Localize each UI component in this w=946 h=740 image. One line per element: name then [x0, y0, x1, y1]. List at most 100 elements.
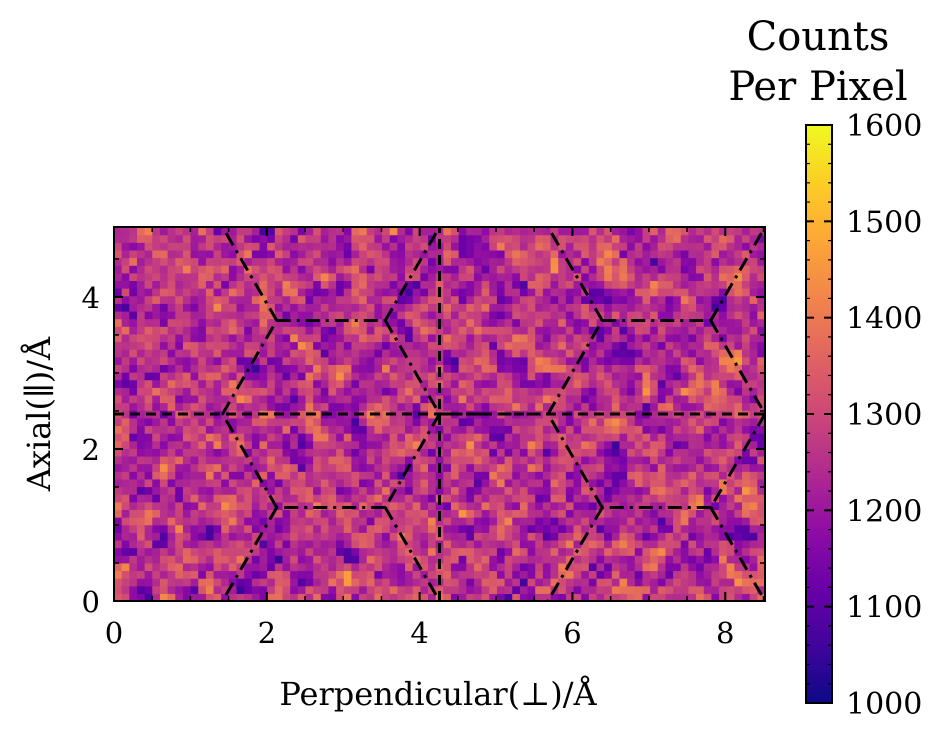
- heatmap-cell: [152, 303, 161, 312]
- heatmap-cell: [205, 585, 215, 594]
- heatmap-cell: [336, 517, 345, 526]
- heatmap-cell: [343, 280, 353, 289]
- heatmap-cell: [175, 417, 184, 427]
- heatmap-cell: [527, 501, 536, 511]
- heatmap-cell: [703, 425, 712, 434]
- heatmap-cell: [719, 242, 728, 251]
- heatmap-cell: [719, 257, 728, 266]
- heatmap-cell: [604, 310, 613, 320]
- heatmap-cell: [359, 349, 368, 358]
- heatmap-cell: [259, 234, 268, 243]
- heatmap-cell: [320, 341, 330, 350]
- heatmap-cell: [443, 433, 452, 442]
- heatmap-cell: [343, 478, 353, 488]
- heatmap-cell: [596, 265, 605, 274]
- heatmap-cell: [703, 562, 712, 572]
- heatmap-cell: [473, 227, 483, 236]
- heatmap-cell: [665, 494, 674, 503]
- heatmap-cell: [573, 509, 582, 518]
- hexagon-edge: [546, 506, 604, 601]
- heatmap-cell: [711, 394, 720, 404]
- heatmap-cell: [167, 326, 176, 335]
- heatmap-cell: [458, 326, 467, 335]
- heatmap-cell: [343, 372, 353, 381]
- heatmap-cell: [213, 448, 222, 457]
- heatmap-cell: [259, 364, 268, 373]
- heatmap-cell: [374, 356, 383, 365]
- heatmap-cell: [366, 509, 375, 518]
- heatmap-cell: [136, 349, 146, 358]
- heatmap-cell: [167, 249, 176, 259]
- heatmap-cell: [121, 394, 130, 404]
- heatmap-cell: [665, 379, 674, 388]
- heatmap-cell: [742, 379, 751, 388]
- heatmap-cell: [573, 501, 582, 511]
- heatmap-cell: [359, 379, 368, 388]
- heatmap-cell: [336, 394, 345, 404]
- heatmap-cell: [565, 585, 575, 594]
- heatmap-cell: [558, 539, 567, 549]
- heatmap-cell: [297, 318, 307, 327]
- heatmap-cell: [466, 303, 475, 312]
- heatmap-cell: [236, 463, 245, 472]
- heatmap-cell: [742, 501, 751, 511]
- heatmap-cell: [428, 249, 437, 259]
- heatmap-cell: [136, 585, 146, 594]
- heatmap-cell: [159, 524, 169, 533]
- heatmap-cell: [749, 417, 758, 427]
- heatmap-cell: [152, 417, 161, 427]
- heatmap-cell: [527, 448, 536, 457]
- heatmap-cell: [320, 234, 330, 243]
- heatmap-cell: [719, 272, 728, 282]
- heatmap-cell: [359, 501, 368, 511]
- heatmap-cell: [114, 341, 123, 350]
- heatmap-cell: [719, 562, 728, 572]
- heatmap-cell: [313, 448, 322, 457]
- heatmap-cell: [466, 486, 475, 495]
- heatmap-cell: [604, 555, 613, 564]
- heatmap-cell: [282, 265, 291, 274]
- heatmap-cell: [673, 455, 682, 465]
- heatmap-cell: [267, 272, 276, 282]
- heatmap-cell: [688, 379, 697, 388]
- heatmap-cell: [634, 547, 644, 556]
- heatmap-cell: [114, 242, 123, 251]
- heatmap-cell: [581, 478, 590, 488]
- heatmap-cell: [504, 440, 513, 449]
- heatmap-cell: [734, 478, 743, 488]
- heatmap-cell: [359, 242, 368, 251]
- heatmap-cell: [251, 387, 261, 396]
- heatmap-cell: [481, 234, 490, 243]
- heatmap-cell: [473, 433, 483, 442]
- heatmap-cell: [726, 593, 735, 601]
- heatmap-cell: [558, 318, 567, 327]
- heatmap-cell: [320, 425, 330, 434]
- heatmap-cell: [696, 562, 705, 572]
- heatmap-cell: [443, 394, 452, 404]
- heatmap-cell: [519, 524, 529, 533]
- heatmap-cell: [159, 509, 169, 518]
- heatmap-cell: [573, 372, 582, 381]
- heatmap-cell: [182, 433, 192, 442]
- heatmap-cell: [611, 501, 621, 511]
- heatmap-cell: [221, 478, 230, 488]
- heatmap-cell: [665, 410, 674, 419]
- heatmap-cell: [550, 440, 559, 449]
- heatmap-cell: [397, 417, 406, 427]
- heatmap-cell: [228, 494, 238, 503]
- heatmap-cell: [244, 478, 253, 488]
- heatmap-cell: [688, 364, 697, 373]
- heatmap-cell: [550, 310, 559, 320]
- heatmap-cell: [274, 501, 284, 511]
- heatmap-cell: [405, 570, 414, 579]
- heatmap-cell: [496, 372, 506, 381]
- heatmap-cell: [190, 349, 199, 358]
- heatmap-cell: [351, 303, 360, 312]
- heatmap-cell: [412, 295, 421, 304]
- heatmap-cell: [290, 333, 299, 343]
- heatmap-cell: [251, 570, 261, 579]
- heatmap-cell: [642, 471, 651, 480]
- heatmap-cell: [152, 555, 161, 564]
- heatmap-cell: [527, 524, 536, 533]
- heatmap-cell: [290, 494, 299, 503]
